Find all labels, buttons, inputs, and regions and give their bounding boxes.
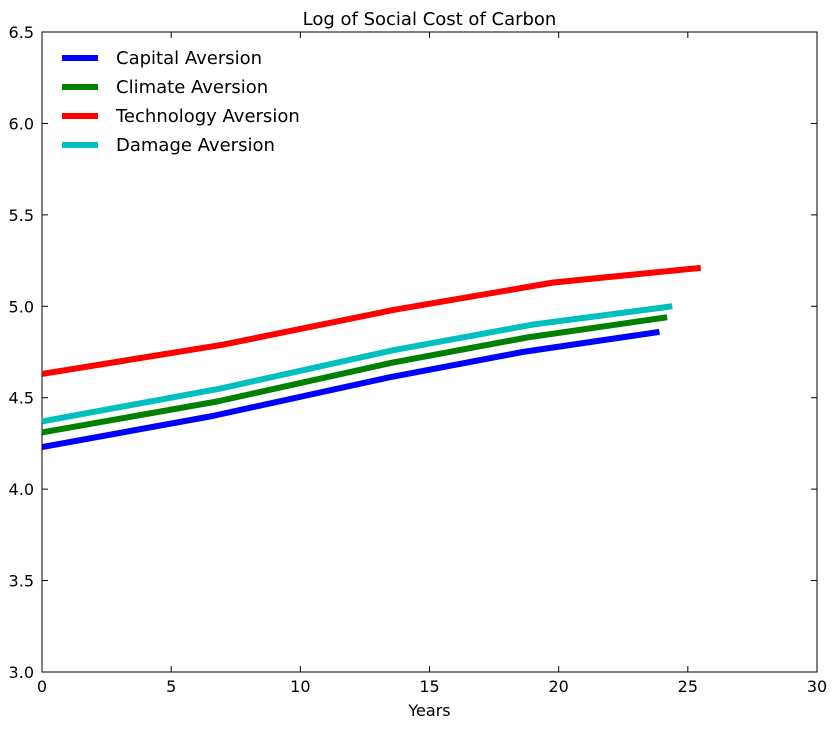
y-tick-label: 5.0 [9, 297, 34, 316]
plot-area [41, 31, 818, 673]
y-tick-label: 3.5 [9, 572, 34, 591]
y-tick-label: 6.0 [9, 114, 34, 133]
series-line-capital-aversion [41, 328, 660, 451]
y-tick-label: 5.5 [9, 206, 34, 225]
x-tick-label: 15 [419, 677, 439, 696]
legend-label-damage-aversion: Damage Aversion [116, 135, 275, 156]
x-tick-label: 30 [807, 677, 827, 696]
x-tick-label: 5 [166, 677, 176, 696]
legend-label-capital-aversion: Capital Aversion [116, 48, 262, 69]
chart-title: Log of Social Cost of Carbon [303, 9, 557, 30]
x-axis-label: Years [407, 701, 450, 720]
x-tick-label: 20 [548, 677, 568, 696]
y-tick-label: 3.0 [9, 663, 34, 682]
y-tick-label: 6.5 [9, 23, 34, 42]
x-tick-label: 0 [37, 677, 47, 696]
x-tick-label: 25 [678, 677, 698, 696]
series-line-damage-aversion [41, 303, 673, 425]
legend-label-climate-aversion: Climate Aversion [116, 77, 268, 98]
y-tick-label: 4.5 [9, 389, 34, 408]
legend-label-technology-aversion: Technology Aversion [115, 106, 300, 127]
x-tick-label: 10 [290, 677, 310, 696]
series-line-climate-aversion [41, 314, 668, 436]
y-tick-label: 4.0 [9, 480, 34, 499]
series-line-technology-aversion [41, 264, 702, 377]
